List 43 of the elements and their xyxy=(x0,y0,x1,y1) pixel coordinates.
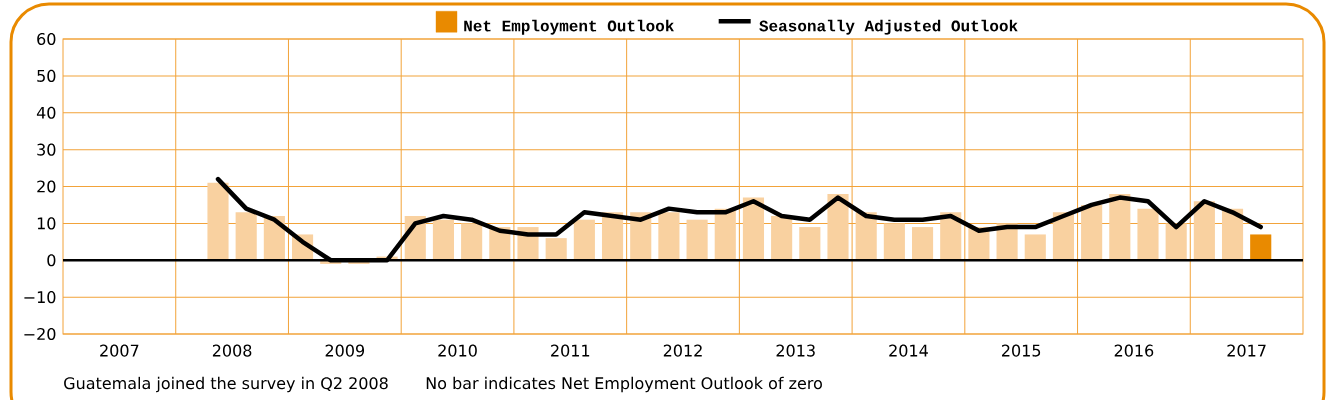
x-tick-label: 2016 xyxy=(1114,344,1154,357)
x-tick-label: 2009 xyxy=(325,344,365,357)
bar xyxy=(432,219,455,261)
bar xyxy=(911,227,934,261)
y-tick-label: 0 xyxy=(47,254,56,267)
bar xyxy=(799,227,821,261)
bar xyxy=(883,223,905,261)
x-tick-label: 2010 xyxy=(438,344,477,357)
bar xyxy=(1165,223,1187,261)
y-tick-label: 10 xyxy=(37,217,56,230)
x-tick-label: 2011 xyxy=(551,344,590,357)
bar xyxy=(461,223,483,261)
x-tick-label: 2007 xyxy=(100,344,139,357)
bar xyxy=(207,182,229,261)
x-tick-label: 2008 xyxy=(212,344,252,357)
bar xyxy=(1081,204,1103,261)
y-tick-label: 60 xyxy=(37,32,56,46)
text: Guatemala joined the survey in Q2 2008 xyxy=(64,376,388,393)
bar xyxy=(827,193,849,261)
x-tick-label: 2014 xyxy=(889,344,928,357)
x-tick-label: 2013 xyxy=(776,344,815,357)
bar xyxy=(545,238,567,261)
x-tick-label: 2017 xyxy=(1227,344,1266,357)
y-tick-label: −10 xyxy=(24,291,56,304)
bar xyxy=(1024,234,1046,261)
bar xyxy=(573,219,595,261)
y-tick-label: 50 xyxy=(37,69,56,82)
y-tick-label: 30 xyxy=(37,143,56,156)
bar xyxy=(658,212,680,261)
bar xyxy=(1250,234,1272,261)
bar xyxy=(1137,208,1159,261)
bar xyxy=(1109,193,1131,261)
y-tick-label: −20 xyxy=(24,327,56,341)
bar xyxy=(686,219,708,261)
bar xyxy=(771,216,793,261)
y-tick-label: 20 xyxy=(37,180,56,193)
x-tick-label: 2015 xyxy=(1002,344,1041,357)
x-tick-label: 2012 xyxy=(663,344,702,357)
bar xyxy=(235,212,257,261)
legend-label: Seasonally Adjusted Outlook xyxy=(759,19,1018,35)
y-tick-label: 40 xyxy=(36,106,56,119)
text: No bar indicates Net Employment Outlook of zero xyxy=(426,376,822,393)
legend-label: Net Employment Outlook xyxy=(464,19,674,35)
